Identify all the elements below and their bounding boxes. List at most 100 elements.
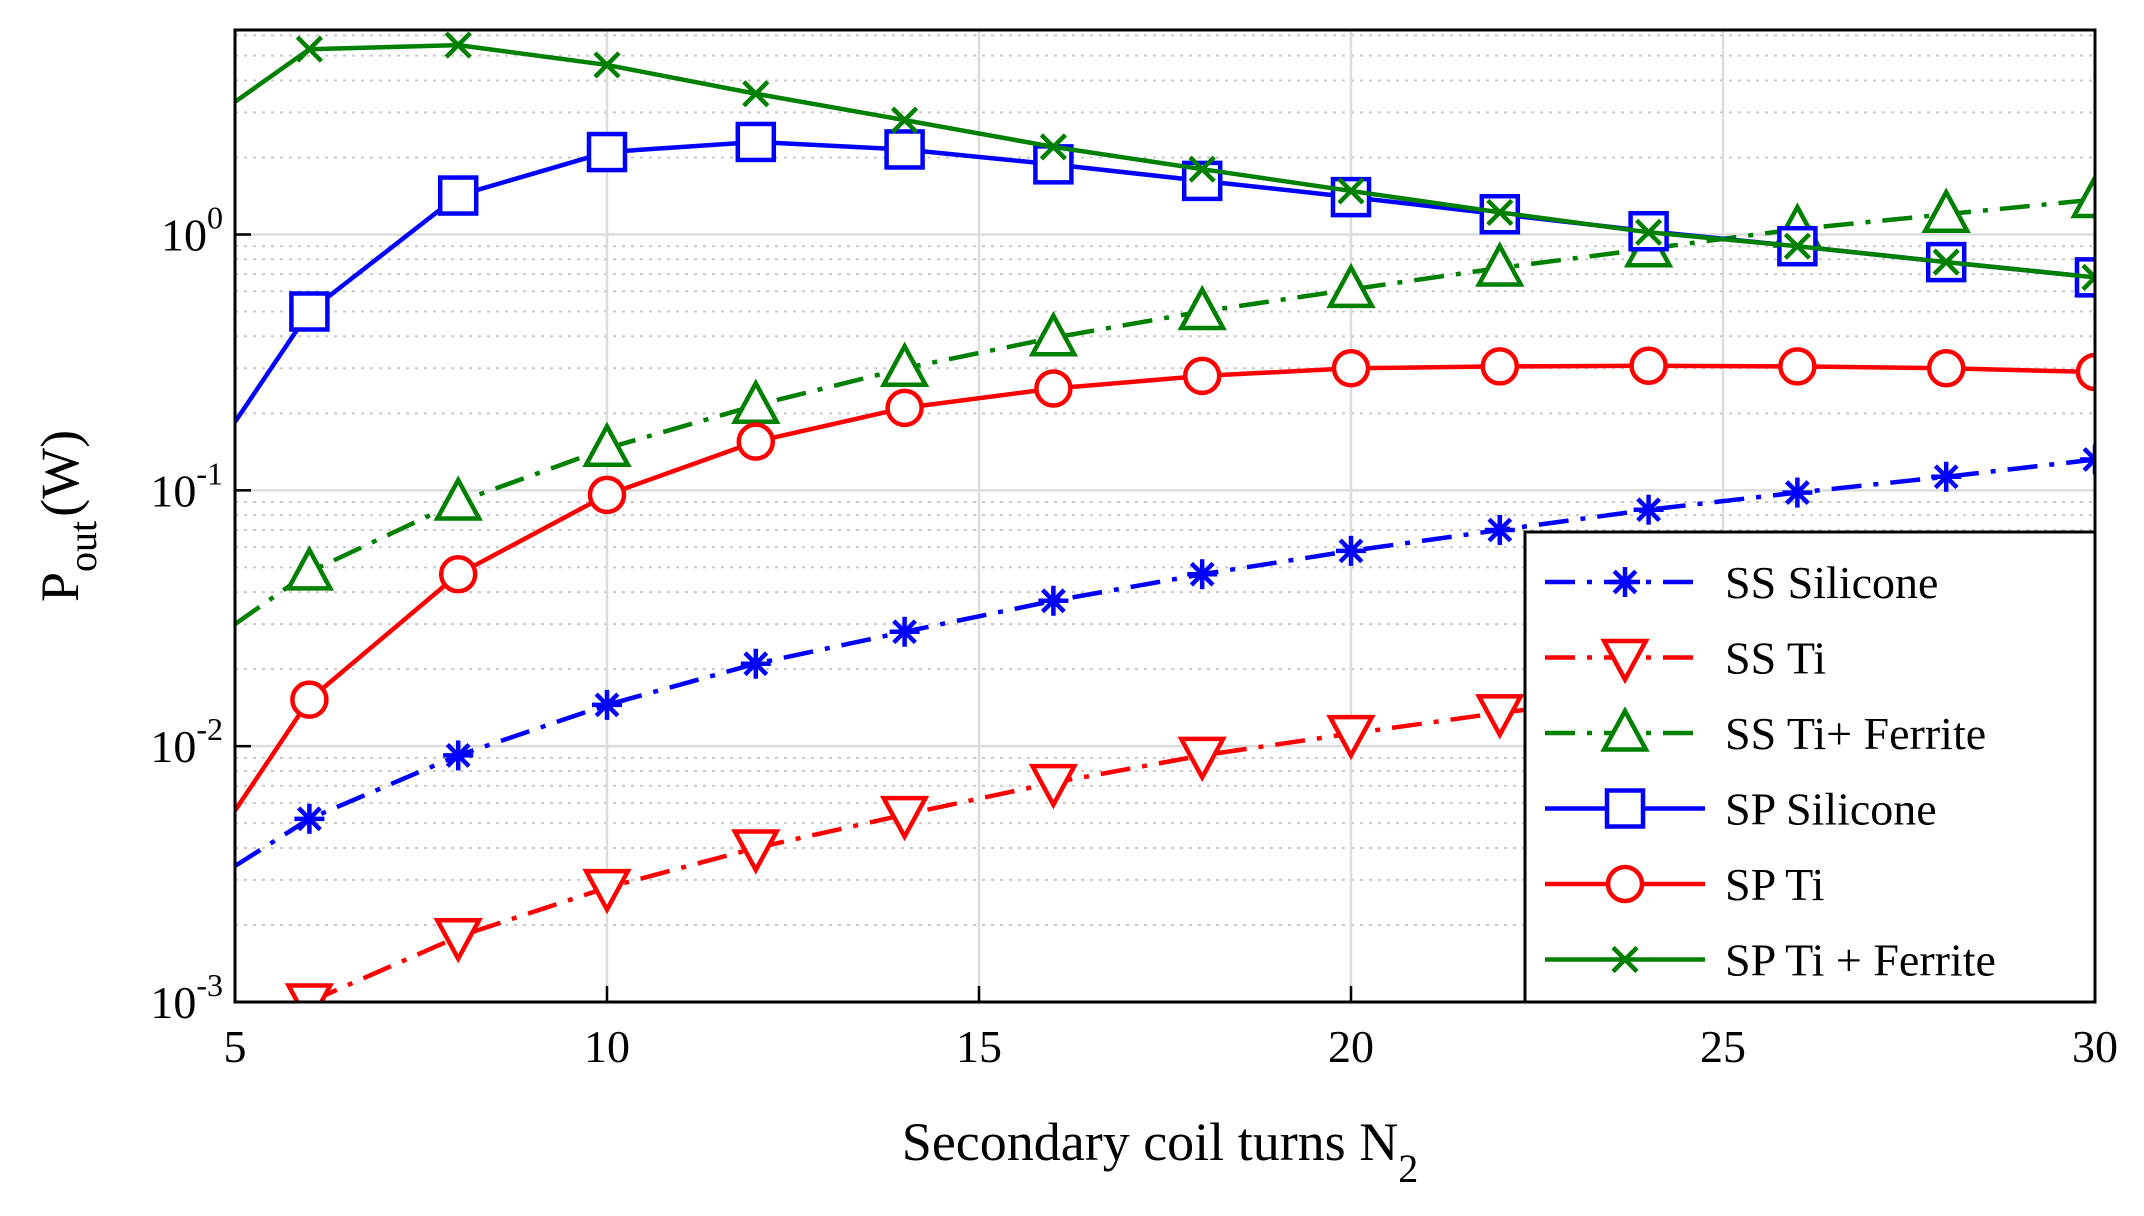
data-point [284,983,335,1002]
legend-marker [1600,638,1650,685]
legend-marker [1610,567,1640,597]
legend-box [1523,530,2097,1004]
data-point [1635,218,1663,246]
y-axis-label: Pout(W) [30,430,105,602]
data-point [1778,347,1817,386]
data-point [294,803,325,834]
series-sp-ti [235,346,2095,812]
data-point [1326,714,1376,761]
y-axis-label-subscript: out [60,521,105,572]
x-axis-ticks: 5 10 15 20 25 30 [224,986,2118,1072]
legend-entry: SS Ti+ Ferrite [1545,706,1986,759]
legend-entry: SP Ti [1545,859,1824,910]
data-point [879,341,930,388]
data-point [731,829,781,875]
data-point [1326,262,1376,309]
series-line [235,197,2095,626]
legend-label: SS Ti+ Ferrite [1725,708,1986,759]
data-point [582,421,632,468]
y-tick-label: 10-2 [150,711,223,772]
series-sp-ti-ferrite [235,31,2095,291]
y-tick-label: 100 [161,199,223,260]
data-point [1028,310,1079,357]
x-tick-label: 10 [584,1021,630,1072]
y-tick-exponent: -2 [196,711,223,747]
data-point [1921,187,1971,233]
legend-entry: SP Ti + Ferrite [1545,935,1996,986]
data-point [438,554,478,594]
y-tick-label: 10-3 [150,967,223,1028]
data-point [889,616,920,647]
data-point [742,80,770,108]
data-point [1783,232,1811,260]
data-point [1188,155,1216,183]
data-point [295,35,323,63]
plot-frame [233,28,2097,1004]
data-point [1177,284,1227,331]
data-point [290,680,329,719]
data-point [1629,346,1668,385]
y-tick-base: 10 [150,977,196,1028]
data-point [1033,144,1074,185]
data-point [433,475,483,521]
data-point [1034,369,1073,408]
data-point [1177,736,1227,783]
data-point [879,795,930,842]
data-point [437,175,479,216]
data-point [1484,514,1515,545]
y-tick-exponent: -1 [196,455,223,491]
data-point [884,129,925,170]
data-point [2070,172,2095,219]
legend-marker [1611,945,1639,974]
y-tick-label: 10-1 [150,455,223,516]
legend-label: SS Ti [1725,633,1826,684]
legend-label: SP Silicone [1725,784,1937,835]
data-point [1330,176,1372,218]
data-point [1187,559,1218,590]
series-ss-silicone [235,444,2095,868]
legend-marker [1604,788,1646,829]
data-point [1926,349,1966,388]
data-point [2080,444,2095,475]
legend-entry: SP Silicone [1545,784,1937,835]
data-point [1782,477,1813,508]
data-point [736,422,776,461]
y-tick-exponent: 0 [207,199,223,235]
series-layer [235,31,2095,1002]
x-tick-label: 20 [1328,1021,1374,1072]
x-axis-label: Secondary coil turns N2 [902,1112,1418,1191]
x-tick-label: 30 [2072,1021,2118,1072]
data-point [1931,461,1962,492]
x-axis-label-subscript: 2 [1398,1146,1418,1191]
y-tick-base: 10 [150,721,196,772]
data-point [2075,352,2095,392]
data-point [1028,763,1079,810]
legend-label: SS Silicone [1725,557,1938,608]
data-point [1336,535,1366,566]
data-point [587,475,627,515]
legend-label: SP Ti [1725,859,1824,910]
data-point [586,131,628,173]
data-point [731,378,781,425]
x-tick-label: 15 [956,1021,1002,1072]
y-tick-exponent: -3 [196,967,223,1003]
data-point [885,388,924,428]
data-point [735,121,777,163]
data-point [592,689,622,720]
data-point [1486,198,1514,226]
data-point [1337,177,1365,205]
data-point [1182,356,1222,396]
data-point [740,648,771,679]
data-point [443,740,474,771]
legend-label: SP Ti + Ferrite [1725,935,1996,986]
x-tick-label: 25 [1700,1021,1746,1072]
series-line [235,363,2095,812]
data-point [593,51,621,79]
data-point [891,106,919,134]
legend-entry: SS Ti [1545,633,1826,685]
y-axis-label-unit: (W) [30,430,90,517]
legend-entry: SS Silicone [1545,557,1938,608]
legend: SS Silicone SS Ti SS Ti+ Ferrite SP Silicon… [1523,530,2097,1004]
data-point [1633,494,1664,525]
